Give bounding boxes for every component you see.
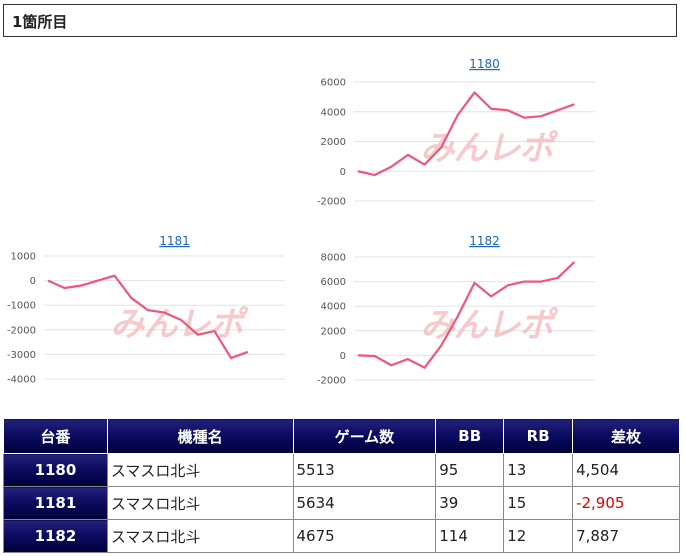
rb-count: 13 <box>503 453 574 487</box>
rb-count: 15 <box>503 486 574 520</box>
y-tick-label: 2000 <box>321 326 346 337</box>
model-name: スマスロ北斗 <box>106 453 294 487</box>
header-game-count: ゲーム数 <box>292 418 437 454</box>
y-tick-label: -2000 <box>317 376 346 387</box>
y-tick-label: 6000 <box>321 277 346 288</box>
bb-count: 114 <box>435 519 505 553</box>
y-tick-label: -2000 <box>7 325 36 336</box>
series-line <box>357 261 576 369</box>
y-tick-label: -4000 <box>7 375 36 386</box>
chart-1180: 1180 6000 4000 2000 0 -2000 みんレポ <box>310 56 600 216</box>
header-model-name: 機種名 <box>106 418 294 454</box>
y-tick-label: 6000 <box>321 78 346 89</box>
chart-title[interactable]: 1180 <box>469 57 500 71</box>
chart-svg: 1182 8000 6000 4000 2000 0 -2000 みんレポ <box>317 234 595 387</box>
game-count: 5513 <box>292 453 437 487</box>
y-tick-label: 0 <box>340 351 346 362</box>
chart-title[interactable]: 1181 <box>159 234 190 248</box>
coin-diff: 7,887 <box>572 519 680 553</box>
machine-table: 台番 機種名 ゲーム数 BB RB 差枚 1180 スマスロ北斗 5513 95… <box>3 418 680 553</box>
y-tick-label: 1000 <box>11 252 36 263</box>
chart-svg: 1180 6000 4000 2000 0 -2000 みんレポ <box>317 57 595 208</box>
header-bb: BB <box>435 418 505 454</box>
model-name: スマスロ北斗 <box>106 519 294 553</box>
header-diff: 差枚 <box>572 418 680 454</box>
y-tick-label: 4000 <box>321 107 346 118</box>
series-line <box>357 91 575 177</box>
chart-title[interactable]: 1182 <box>469 234 500 248</box>
y-tick-label: -1000 <box>7 301 36 312</box>
machine-number[interactable]: 1181 <box>3 486 108 520</box>
coin-diff: 4,504 <box>572 453 680 487</box>
chart-1181: 1181 1000 0 -1000 -2000 -3000 -4000 みんレポ <box>0 233 290 388</box>
model-name: スマスロ北斗 <box>106 486 294 520</box>
table-header-row: 台番 機種名 ゲーム数 BB RB 差枚 <box>3 418 680 454</box>
section-title: 1箇所目 <box>12 13 68 31</box>
machine-number[interactable]: 1180 <box>3 453 108 487</box>
game-count: 5634 <box>292 486 437 520</box>
table-row[interactable]: 1181 スマスロ北斗 5634 39 15 -2,905 <box>3 486 680 520</box>
series-line <box>47 274 249 360</box>
game-count: 4675 <box>292 519 437 553</box>
y-tick-label: -3000 <box>7 350 36 361</box>
watermark-logo: みんレポ <box>421 306 559 346</box>
y-tick-label: 8000 <box>321 253 346 264</box>
bb-count: 39 <box>435 486 505 520</box>
y-tick-label: 2000 <box>321 137 346 148</box>
watermark-logo: みんレポ <box>111 305 249 345</box>
coin-diff: -2,905 <box>572 486 680 520</box>
chart-1182: 1182 8000 6000 4000 2000 0 -2000 みんレポ <box>310 233 600 388</box>
header-machine-number: 台番 <box>3 418 108 454</box>
header-rb: RB <box>503 418 574 454</box>
y-tick-label: -2000 <box>317 197 346 208</box>
y-tick-label: 4000 <box>321 302 346 313</box>
y-tick-label: 0 <box>30 276 36 287</box>
machine-number[interactable]: 1182 <box>3 519 108 553</box>
table-row[interactable]: 1180 スマスロ北斗 5513 95 13 4,504 <box>3 453 680 487</box>
table-row[interactable]: 1182 スマスロ北斗 4675 114 12 7,887 <box>3 519 680 553</box>
rb-count: 12 <box>503 519 574 553</box>
y-tick-label: 0 <box>340 167 346 178</box>
watermark-logo: みんレポ <box>421 129 559 169</box>
chart-svg: 1181 1000 0 -1000 -2000 -3000 -4000 みんレポ <box>7 234 285 386</box>
section-header: 1箇所目 <box>3 4 677 37</box>
bb-count: 95 <box>435 453 505 487</box>
